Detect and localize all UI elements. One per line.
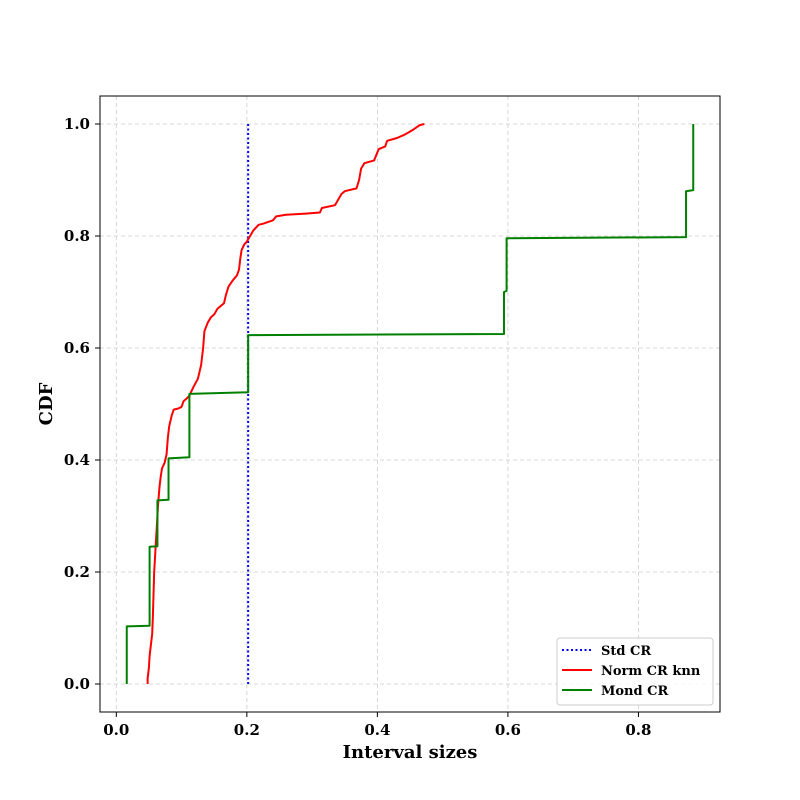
y-tick-label: 1.0: [64, 115, 90, 133]
series-line-mond-cr: [125, 124, 695, 684]
y-axis-label: CDF: [36, 382, 57, 425]
x-tick-label: 0.2: [234, 721, 260, 739]
legend: Std CR Norm CR knn Mond CR: [556, 637, 714, 706]
series-lines: [125, 123, 695, 684]
legend-box: [556, 637, 714, 706]
x-tick-label: 0.4: [364, 721, 390, 739]
y-tick-label: 0.2: [64, 563, 90, 581]
plot-frame: [99, 95, 721, 713]
legend-label-mond-cr: Mond CR: [601, 684, 668, 699]
axis-ticks: 0.0 0.2 0.4 0.6 0.8 0.0 0.2 0.4 0.6 0.8 1.0: [64, 115, 652, 739]
grid: [100, 96, 720, 712]
legend-label-std-cr: Std CR: [601, 644, 651, 659]
x-tick-label: 0.6: [495, 721, 521, 739]
y-tick-label: 0.6: [64, 339, 90, 357]
x-axis-label: Interval sizes: [343, 742, 478, 763]
x-tick-label: 0.0: [103, 721, 129, 739]
x-tick-label: 0.8: [625, 721, 651, 739]
y-tick-label: 0.0: [64, 675, 90, 693]
y-tick-label: 0.8: [64, 227, 90, 245]
legend-label-norm-cr-knn: Norm CR knn: [601, 664, 701, 679]
series-line-norm-cr-knn: [146, 123, 425, 684]
y-tick-label: 0.4: [64, 451, 90, 469]
